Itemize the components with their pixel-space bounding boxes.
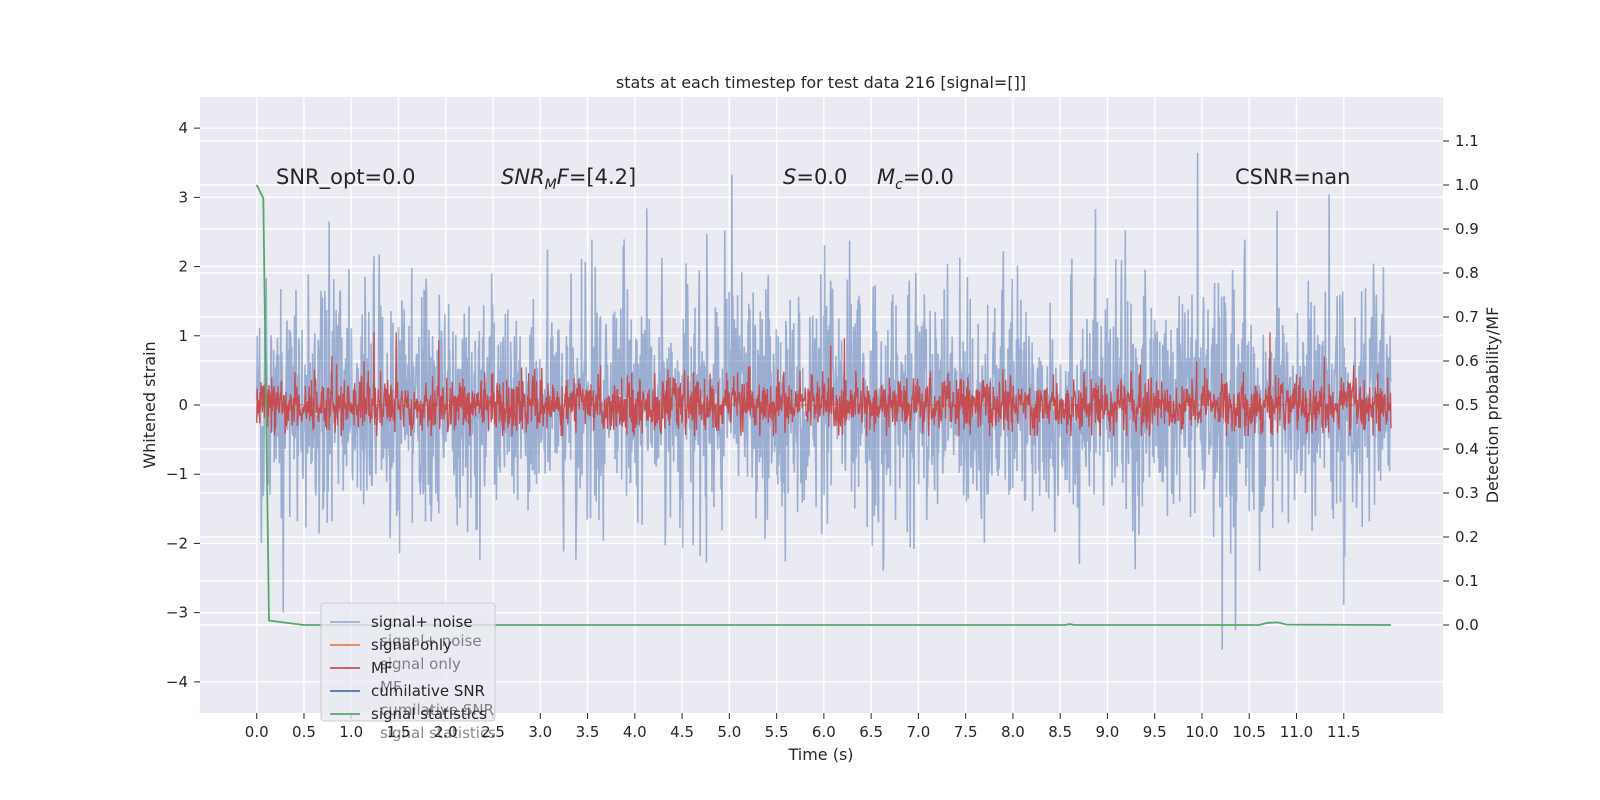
legend-ghost-label: signal only <box>380 655 461 673</box>
x-tick-label: 6.0 <box>812 723 836 741</box>
y-tick-label-left: 1 <box>178 327 188 345</box>
y-tick-label-left: 4 <box>178 119 188 137</box>
x-tick-label: 0.5 <box>292 723 316 741</box>
x-tick-label: 6.5 <box>859 723 883 741</box>
chart-title: stats at each timestep for test data 216… <box>616 73 1026 92</box>
y-tick-label-left: 3 <box>178 188 188 206</box>
x-tick-label: 3.5 <box>576 723 600 741</box>
y-tick-label-right: 0.5 <box>1455 396 1479 414</box>
series-mf <box>256 332 1392 437</box>
y-tick-label-left: −2 <box>166 534 188 552</box>
annotation-snr-opt: SNR_opt=0.0 <box>276 165 416 190</box>
x-tick-label: 10.5 <box>1233 723 1266 741</box>
series-layer <box>255 152 1392 650</box>
legend-ghost-label: MF <box>380 678 402 696</box>
annotation-mc: Mc=0.0 <box>877 165 954 193</box>
legend-label: cumilative SNR <box>371 682 485 700</box>
y-axis-label-left: Whitened strain <box>140 341 159 468</box>
x-tick-label: 1.5 <box>387 723 411 741</box>
annotation-snr-mf: SNRMF=[4.2] <box>501 165 636 193</box>
y-tick-label-right: 0.0 <box>1455 616 1479 634</box>
annotation-s: S=0.0 <box>783 165 847 189</box>
x-tick-label: 4.0 <box>623 723 647 741</box>
y-tick-label-right: 0.6 <box>1455 352 1479 370</box>
x-ticks: 0.0 0.5 1.0 1.5 2.0 2.5 3.0 3.5 4.0 4.5 5.0 5.5 6.0 6… <box>245 713 1360 741</box>
legend-label: MF <box>371 659 393 677</box>
x-tick-label: 3.0 <box>528 723 552 741</box>
legend-label: signal only <box>371 636 452 654</box>
series-signal-statistics <box>255 184 1392 626</box>
y-tick-label-right: 0.4 <box>1455 440 1479 458</box>
x-tick-label: 7.0 <box>906 723 930 741</box>
x-axis-label: Time (s) <box>787 745 853 764</box>
annotation-csnr: CSNR=nan <box>1235 165 1350 189</box>
y-tick-label-right: 0.3 <box>1455 484 1479 502</box>
y-tick-label-right: 0.2 <box>1455 528 1479 546</box>
y-tick-label-right: 1.1 <box>1455 132 1479 150</box>
x-tick-label: 7.5 <box>954 723 978 741</box>
x-tick-label: 1.0 <box>339 723 363 741</box>
x-tick-label: 4.5 <box>670 723 694 741</box>
y-tick-label-right: 1.0 <box>1455 176 1479 194</box>
x-tick-label: 9.5 <box>1143 723 1167 741</box>
y-tick-label-right: 0.8 <box>1455 264 1479 282</box>
x-tick-label: 10.0 <box>1185 723 1218 741</box>
x-tick-label: 8.0 <box>1001 723 1025 741</box>
legend-ghost-label: cumilative SNR <box>380 701 494 719</box>
x-tick-label: 9.0 <box>1096 723 1120 741</box>
y-tick-label-right: 0.7 <box>1455 308 1479 326</box>
y-tick-label-right: 0.9 <box>1455 220 1479 238</box>
y-tick-label-left: 0 <box>178 396 188 414</box>
legend-label: signal+ noise <box>371 613 473 631</box>
legend-box <box>320 602 496 722</box>
x-tick-label: 11.0 <box>1280 723 1313 741</box>
x-tick-label: 8.5 <box>1048 723 1072 741</box>
y-ticks-left: −4 −3 −2 −1 0 1 2 3 4 <box>166 119 200 691</box>
x-tick-label: 5.5 <box>765 723 789 741</box>
x-tick-label: 0.0 <box>245 723 269 741</box>
x-tick-label: 5.0 <box>717 723 741 741</box>
x-tick-label: 11.5 <box>1327 723 1360 741</box>
y-tick-label-left: −3 <box>166 604 188 622</box>
legend-label: signal statistics <box>371 705 487 723</box>
y-axis-label-right: Detection probability/MF <box>1483 307 1502 504</box>
y-tick-label-left: −4 <box>166 673 188 691</box>
x-tick-label: 2.0 <box>434 723 458 741</box>
y-ticks-right: 0.0 0.1 0.2 0.3 0.4 0.5 0.6 0.7 0.8 0.9 1.0 1.1 <box>1443 132 1479 634</box>
y-tick-label-left: −1 <box>166 465 188 483</box>
x-tick-label: 2.5 <box>481 723 505 741</box>
y-tick-label-left: 2 <box>178 258 188 276</box>
legend-ghost-label: signal statistics <box>380 724 496 742</box>
legend-ghost-label: signal+ noise <box>380 632 482 650</box>
y-tick-label-right: 0.1 <box>1455 572 1479 590</box>
